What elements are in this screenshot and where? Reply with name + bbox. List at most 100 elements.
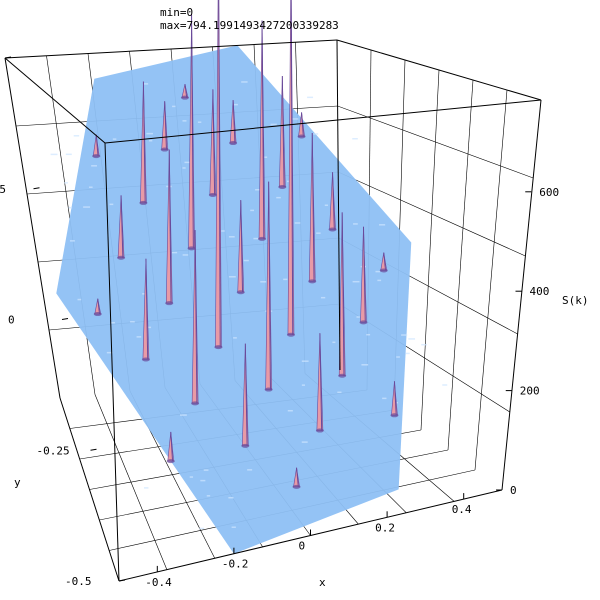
surface-speckle — [361, 364, 368, 366]
z-axis-label: S(k) — [562, 294, 589, 307]
x-tick-label: -0.2 — [222, 558, 249, 571]
surface-speckle — [70, 240, 75, 242]
surface-speckle — [78, 299, 82, 301]
surface-speckle — [51, 154, 58, 156]
surface-speckle — [137, 336, 142, 338]
x-tick-label: 0.4 — [452, 503, 472, 516]
back-right-wall-gridline — [475, 90, 507, 470]
surface-speckle — [332, 342, 335, 344]
surface-speckle — [204, 469, 209, 471]
x-axis-label: x — [319, 576, 326, 589]
surface-speckle — [149, 140, 152, 142]
y-tick-mark — [119, 580, 125, 581]
peak-base — [258, 237, 266, 241]
box-edge — [60, 398, 119, 581]
y-tick-mark — [91, 449, 97, 450]
peak-base — [380, 268, 388, 272]
peak-base — [94, 312, 102, 316]
surface-speckle — [260, 281, 266, 283]
surface-speckle — [233, 337, 237, 339]
surface-speckle — [190, 476, 193, 478]
surface-speckle — [316, 232, 320, 234]
peak-base — [316, 429, 324, 433]
surface-speckle — [183, 254, 189, 256]
z-tick-label: 200 — [520, 385, 540, 398]
surface-speckle — [207, 495, 210, 497]
surface-speckle — [250, 210, 254, 212]
surface-speckle — [356, 316, 359, 318]
surface-speckle — [379, 224, 385, 226]
peak-base — [165, 301, 173, 305]
peak-base — [359, 320, 367, 324]
z-tick-label: 0 — [510, 484, 517, 497]
surface-speckle — [200, 480, 205, 482]
surface-speckle — [89, 186, 93, 188]
peak-base — [265, 388, 273, 392]
peak-base — [241, 444, 249, 448]
peak-base — [390, 413, 398, 417]
surface-speckle — [302, 441, 308, 443]
surface-speckle — [276, 197, 281, 199]
surface-speckle — [366, 334, 370, 336]
surface-speckle — [253, 238, 258, 240]
peak-base — [191, 401, 199, 405]
box-edge — [337, 40, 541, 100]
surface-speckle — [401, 334, 407, 336]
y-tick-label: 0.25 — [0, 183, 6, 196]
surface-speckle — [307, 97, 313, 99]
surface-speckle — [313, 133, 318, 135]
peak-base — [237, 290, 245, 294]
y-tick-mark — [62, 319, 68, 320]
peak-base — [278, 185, 286, 189]
surface-speckle — [183, 120, 187, 122]
surface-speckle — [198, 121, 201, 123]
surface-speckle — [353, 223, 358, 225]
y-tick-label: -0.25 — [37, 444, 70, 457]
y-tick-label: -0.5 — [65, 575, 92, 588]
surface-speckle — [321, 297, 325, 299]
surface-speckle — [353, 281, 360, 283]
surface-speckle — [302, 384, 305, 386]
surface-speckle — [234, 104, 238, 106]
surface-speckle — [221, 230, 225, 232]
peak-base — [308, 279, 316, 283]
peak-base — [92, 154, 100, 158]
box-edge — [5, 40, 337, 58]
peak-base — [287, 333, 295, 337]
surface-speckle — [375, 271, 380, 273]
surface-speckle — [288, 410, 293, 412]
surface-speckle — [199, 528, 204, 530]
peak-base — [214, 345, 222, 349]
surface-speckle — [247, 469, 252, 471]
peak-base — [117, 256, 125, 260]
z-tick-label: 400 — [530, 285, 550, 298]
surface-speckle — [146, 133, 153, 135]
surface-speckle — [64, 182, 68, 184]
surface-speckle — [421, 344, 427, 346]
surface-speckle — [228, 497, 233, 499]
surface-speckle — [232, 526, 236, 528]
peak-base — [298, 135, 306, 139]
surface-speckle — [325, 205, 328, 207]
x-tick-label: 0.2 — [375, 521, 395, 534]
surface-speckle — [111, 322, 115, 324]
surface-speckle — [229, 236, 235, 238]
surface-speckle — [244, 260, 249, 262]
surface-speckle — [180, 414, 187, 416]
peak-base — [209, 193, 217, 197]
surface-speckle — [74, 135, 79, 137]
peak-base — [338, 374, 346, 378]
surface-speckle — [66, 154, 72, 156]
surface-speckle — [283, 279, 287, 281]
surface-speckle — [172, 252, 177, 254]
y-tick-label: 0 — [8, 314, 15, 327]
surface-speckle — [68, 207, 72, 209]
surface-speckle — [144, 83, 148, 85]
surface-speckle — [241, 81, 247, 83]
surface-speckle — [130, 321, 135, 323]
z-tick-label: 600 — [539, 186, 559, 199]
surface-speckle — [352, 138, 358, 140]
peak-base — [142, 357, 150, 361]
peak-base — [329, 227, 337, 231]
x-tick-label: 0 — [299, 540, 306, 553]
